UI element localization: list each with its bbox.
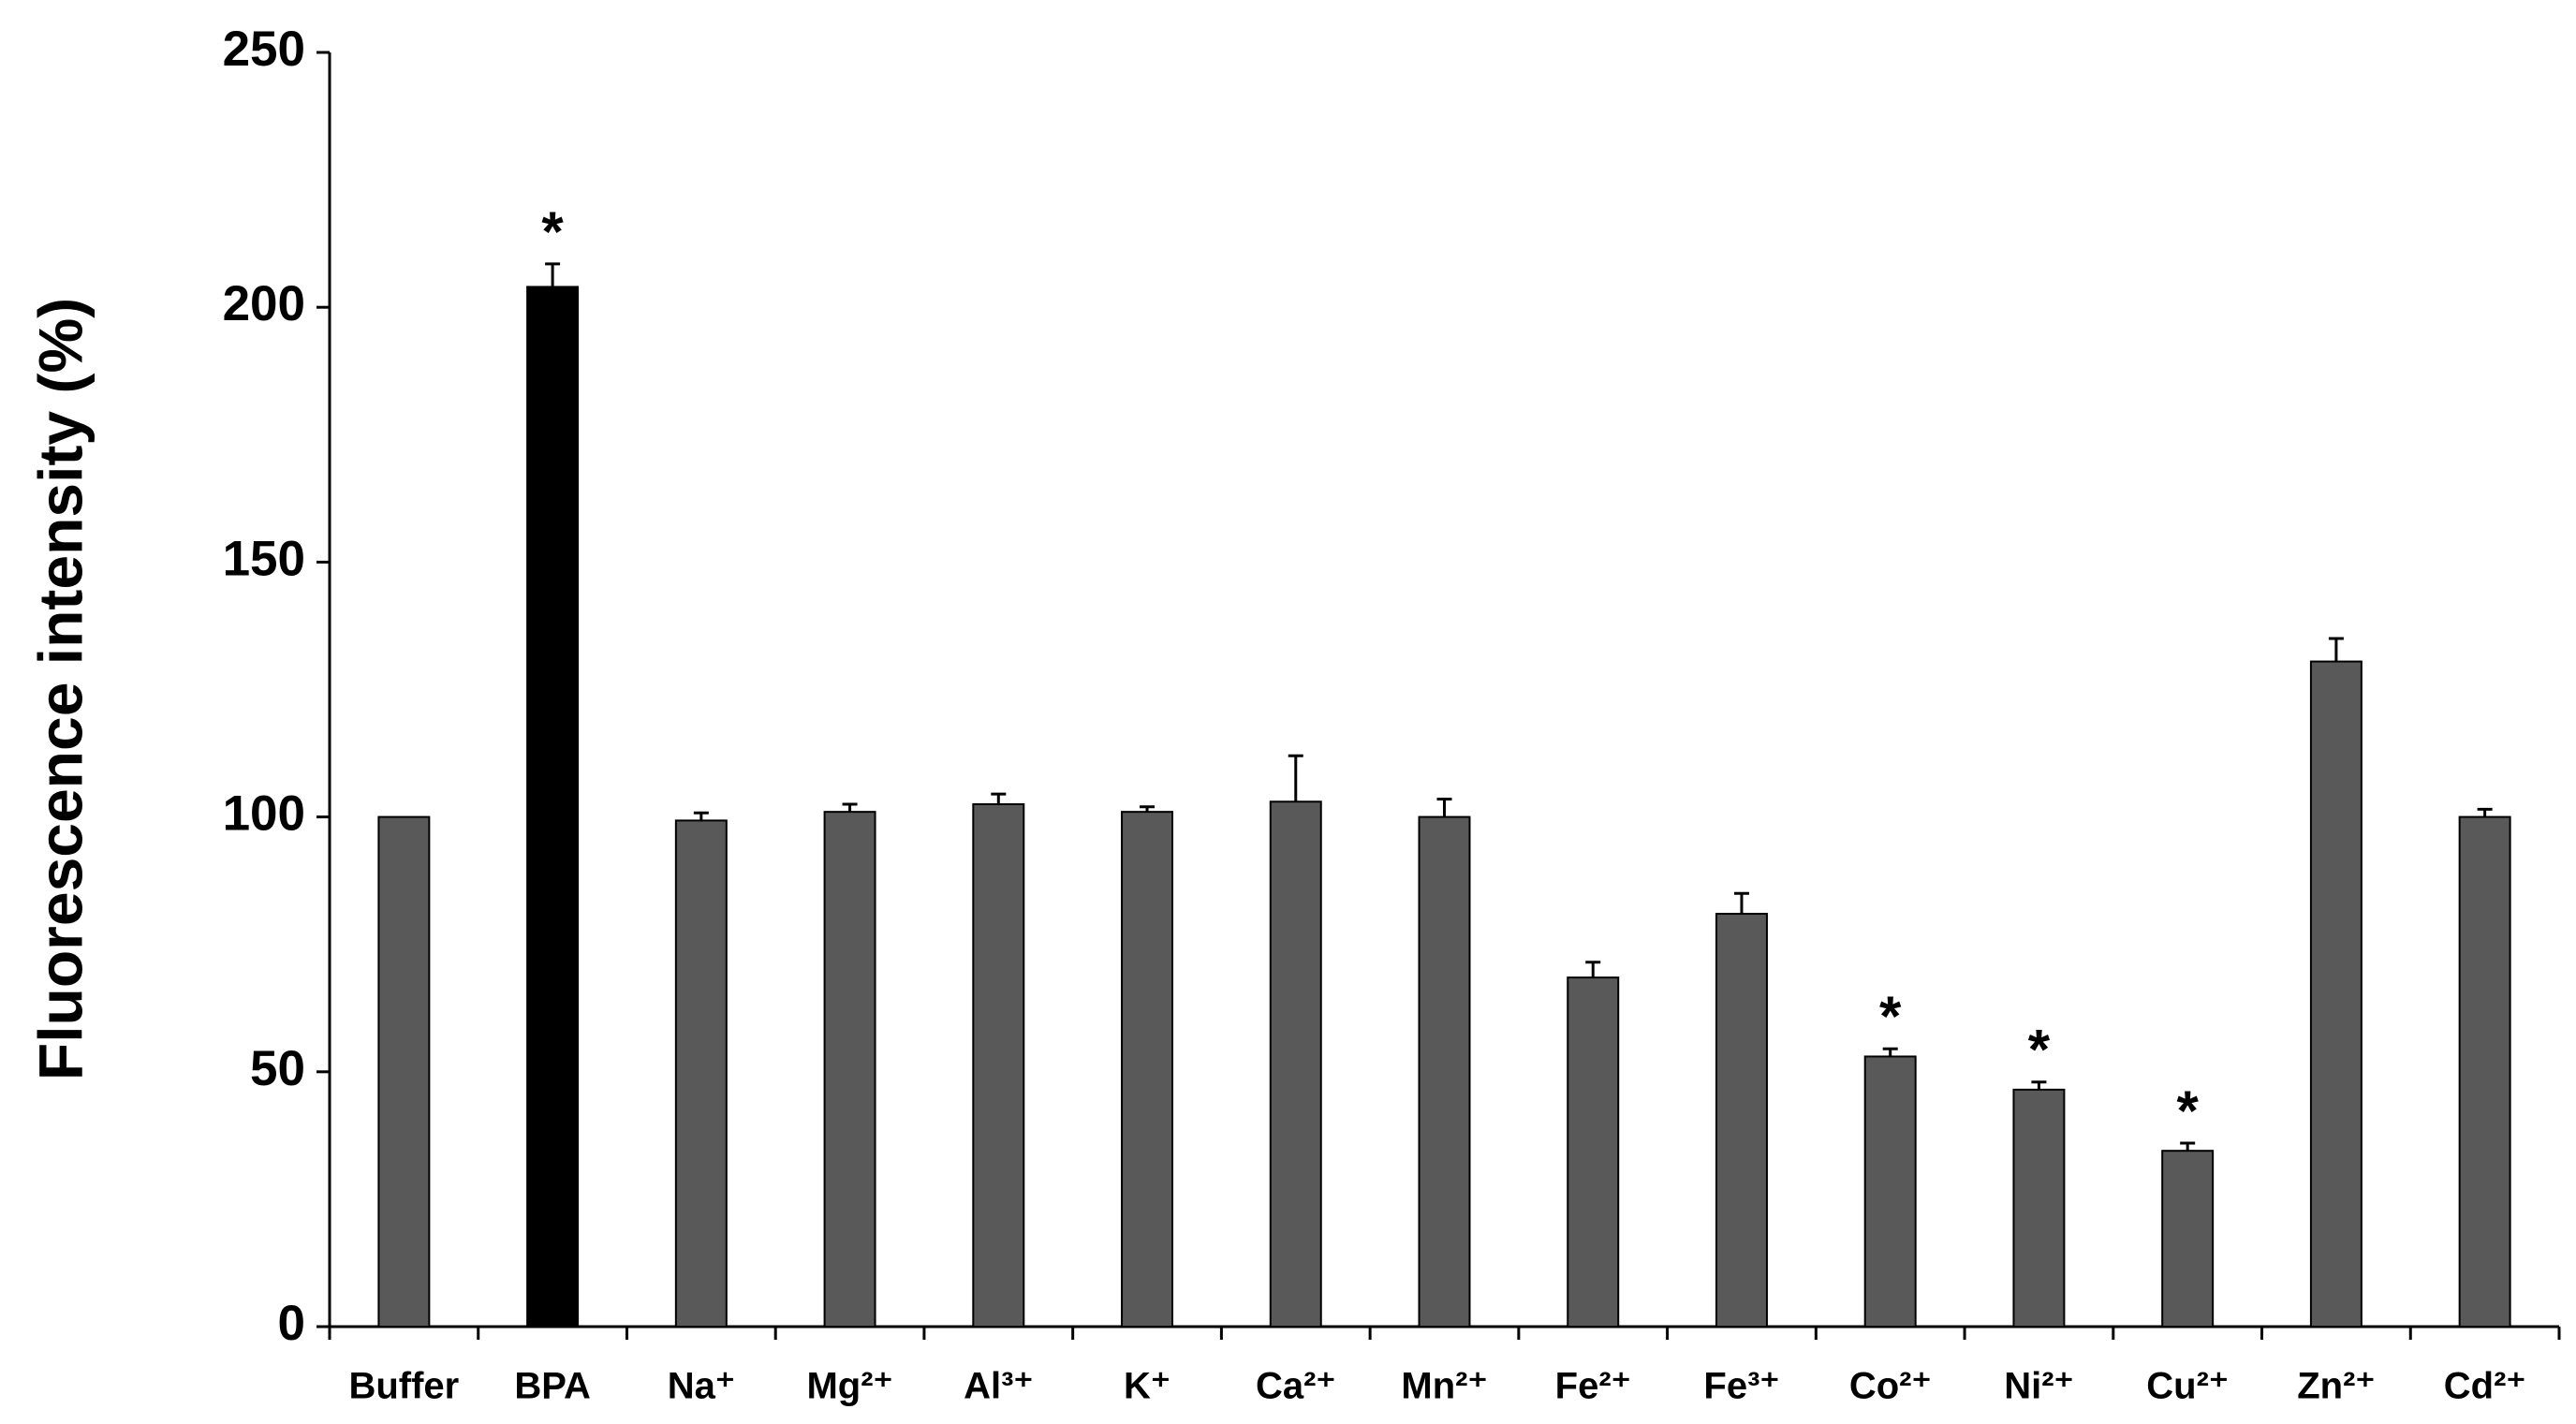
bar [1269, 800, 1322, 1328]
x-tick-label: Cd²⁺ [2444, 1366, 2526, 1407]
bar [674, 819, 728, 1328]
bar [823, 811, 876, 1328]
x-tick-label: Zn²⁺ [2297, 1366, 2375, 1407]
x-tick-label: Cu²⁺ [2146, 1366, 2229, 1407]
bar [972, 802, 1025, 1328]
x-tick-label: Al³⁺ [964, 1366, 1033, 1407]
x-tick-label: Fe³⁺ [1703, 1366, 1779, 1407]
y-tick-label: 100 [223, 786, 305, 842]
bar [526, 286, 580, 1329]
y-tick-label: 0 [278, 1296, 305, 1351]
y-tick-label: 200 [223, 276, 305, 331]
x-tick-label: Ca²⁺ [1256, 1366, 1336, 1407]
x-tick-label: Mn²⁺ [1401, 1366, 1487, 1407]
bar [1121, 811, 1174, 1328]
y-axis-label: Fluorescence intensity (%) [25, 298, 95, 1080]
y-tick-label: 150 [223, 531, 305, 586]
significance-marker: * [2176, 1079, 2199, 1142]
x-tick-label: Co²⁺ [1849, 1366, 1932, 1407]
significance-marker: * [2028, 1019, 2051, 1081]
bar [1418, 815, 1471, 1328]
x-tick-label: Na⁺ [668, 1366, 735, 1407]
bar [2161, 1150, 2215, 1328]
x-tick-label: K⁺ [1124, 1366, 1170, 1407]
bar [1863, 1055, 1917, 1329]
bar [2458, 815, 2511, 1328]
bar [1567, 976, 1620, 1329]
x-tick-label: Buffer [348, 1366, 459, 1407]
bar [2309, 660, 2363, 1328]
x-tick-label: BPA [514, 1366, 590, 1407]
significance-marker: * [541, 200, 564, 263]
x-tick-label: Ni²⁺ [2004, 1366, 2073, 1407]
x-tick-label: Fe²⁺ [1555, 1366, 1631, 1407]
x-tick-label: Mg²⁺ [806, 1366, 892, 1407]
significance-marker: * [1879, 985, 1902, 1048]
bar [1715, 913, 1768, 1328]
bar [377, 815, 431, 1328]
y-tick-label: 250 [223, 22, 305, 77]
y-tick-label: 50 [250, 1041, 305, 1096]
bar [2012, 1088, 2066, 1328]
